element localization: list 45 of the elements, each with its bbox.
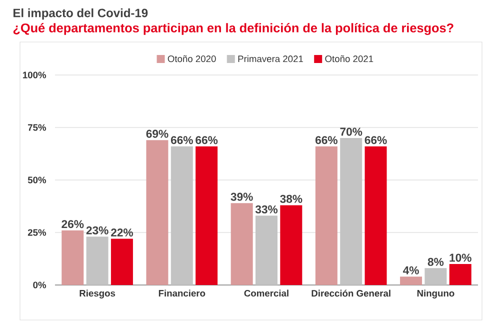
data-label: 10% [450,254,472,262]
bar [62,230,84,285]
y-tick-label: 50% [28,176,46,184]
bar [170,146,193,285]
bar [256,216,278,285]
x-tick-label: Riesgos [80,290,116,298]
legend-label: Otoño 2021 [325,55,374,62]
data-label: 22% [111,228,134,237]
chart-title: El impacto del Covid-19 [14,8,148,20]
x-tick-label: Comercial [244,290,288,297]
x-tick-label: Financiero [158,290,206,297]
y-tick-label: 100% [23,72,46,78]
x-tick-label: Ninguno [417,290,454,298]
bar [340,138,362,285]
chart-subtitle: ¿Qué departamentos participan en la definición de la política de riesgos? [13,23,454,35]
data-label: 38% [280,194,302,203]
bar [449,264,472,285]
data-label: 66% [364,136,387,144]
data-label: 66% [170,136,193,144]
data-label: 8% [428,258,444,266]
bar [86,236,108,285]
bar [400,276,422,285]
y-tick-label: 75% [28,124,46,131]
data-label: 33% [255,205,278,214]
bar [110,238,133,285]
data-label: 69% [146,130,168,138]
y-tick-label: 25% [28,229,46,236]
bar [424,268,447,285]
bar [230,203,253,285]
bar [280,205,302,285]
bar [315,146,338,285]
data-label: 23% [86,226,108,234]
data-label: 39% [230,192,253,201]
data-label: 26% [62,220,84,228]
x-tick-label: Dirección General [312,290,390,297]
bar [364,146,387,285]
y-tick-label: 0% [33,282,46,288]
bar [146,140,168,285]
bar [196,146,218,285]
legend-label: Primavera 2021 [238,55,303,62]
data-label: 70% [340,128,362,136]
data-label: 66% [196,136,218,144]
data-label: 4% [403,266,419,274]
data-label: 66% [316,136,338,144]
legend-label: Otoño 2020 [168,55,216,62]
